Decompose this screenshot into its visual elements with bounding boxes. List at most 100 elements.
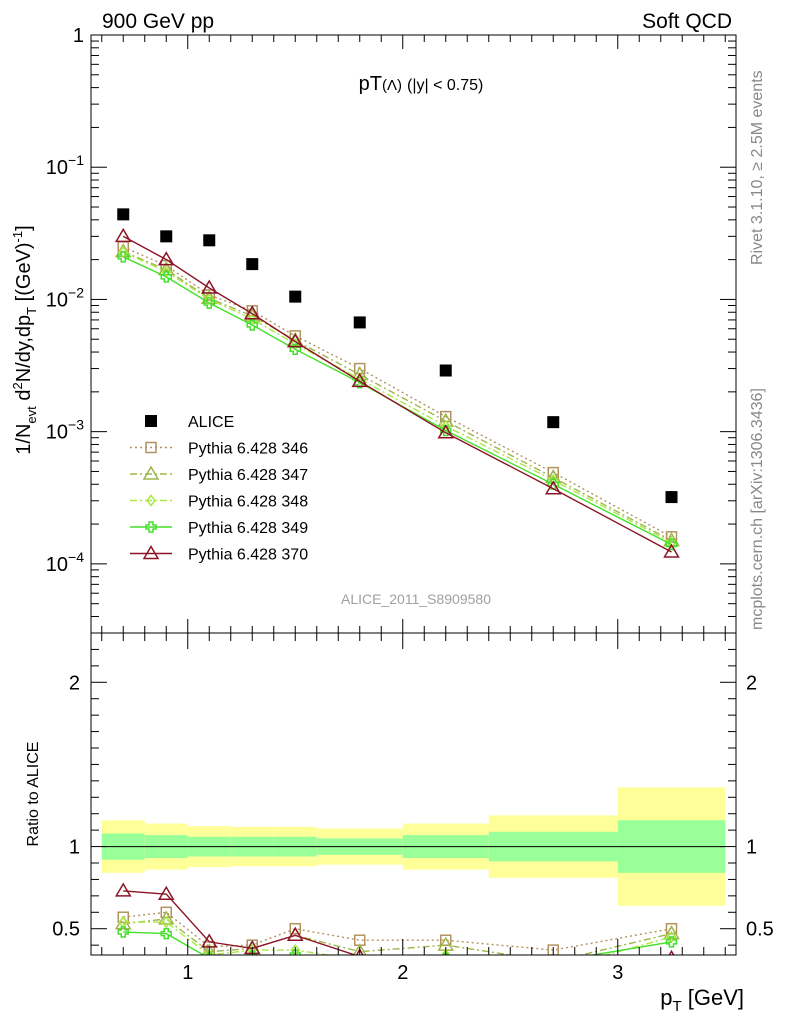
ratio-series-4-point (444, 953, 447, 955)
ratio-y-tick-label: 1 (69, 837, 80, 859)
main-series-0-point (289, 290, 302, 303)
main-series-1-point (160, 259, 172, 272)
legend-marker (145, 415, 157, 427)
ratio-y-tick-label-right: 0.5 (746, 919, 774, 941)
main-series-1-line (122, 246, 672, 538)
main-series-4-point (354, 376, 366, 389)
main-series-2-point (157, 261, 175, 276)
main-series-5-point (200, 279, 218, 294)
main-series-5-point (663, 543, 680, 558)
main-series-4-point (203, 297, 215, 309)
ratio-series-4-point (114, 882, 132, 897)
main-series-0-point (439, 364, 452, 377)
main-series-5-line (122, 235, 672, 553)
main-series-0 (117, 208, 678, 504)
x-axis-label: pT [GeV] (660, 985, 744, 1015)
main-series-5-point (243, 305, 261, 320)
legend-entry-3: Pythia 6.428 348 (130, 494, 308, 511)
ratio-series-0-point (440, 934, 452, 946)
ratio-series-0-line (123, 911, 672, 951)
ratio-series-3-point (160, 927, 172, 940)
ratio-y-tick-label: 0.5 (52, 919, 80, 941)
ratio-series-4 (114, 882, 675, 970)
ratio-series-0-point (665, 922, 678, 935)
header-right: Soft QCD (642, 10, 732, 33)
ratio-axis-ticks (91, 633, 736, 955)
legend-entry-2: Pythia 6.428 347 (130, 465, 308, 484)
main-y-tick-label: 10−3 (46, 417, 84, 444)
main-plot-frame (90, 34, 737, 634)
mcplots-label: mcplots.cern.ch [arXiv:1306.3436] (749, 388, 766, 630)
main-series-5-point (544, 480, 562, 495)
ratio-series-2-point (161, 915, 172, 929)
ratio-series-0-point (289, 922, 301, 935)
ratio-tick-labels: 0.5 0.5 1 1 2 2 1 2 3 (52, 672, 774, 984)
ratio-series-4-point (157, 885, 175, 900)
main-series-0-point (665, 491, 678, 504)
legend-marker (145, 441, 157, 454)
main-series-0-point (353, 316, 366, 329)
ratio-series-1-point (663, 925, 680, 940)
ratio-series-1-point (552, 953, 555, 955)
legend-entry-5: Pythia 6.428 370 (130, 545, 308, 564)
ratio-series-4-point (286, 926, 304, 942)
main-series-4-point (160, 271, 172, 283)
ratio-series-3-point (355, 957, 365, 967)
main-series-4-line (122, 256, 672, 546)
ratio-series-0-point (547, 944, 559, 955)
main-series-4-point (246, 319, 258, 331)
legend-label: Pythia 6.428 346 (188, 441, 308, 458)
main-series-layer (114, 208, 680, 558)
main-y-tick-label: 10−4 (46, 549, 84, 576)
x-tick-label: 1 (182, 962, 193, 984)
watermark: ALICE_2011_S8909580 (341, 591, 491, 607)
ratio-series-4-line (123, 890, 358, 955)
ratio-series-3-point (289, 949, 301, 955)
main-series-0-point (117, 208, 130, 221)
main-series-5 (114, 227, 680, 558)
plot-title: pT(Λ) (|y| < 0.75) (359, 73, 484, 95)
ratio-series-0 (117, 906, 678, 955)
ratio-series-4-point (546, 958, 560, 970)
main-y-tick-label: 10−1 (46, 152, 84, 179)
main-series-5-point (286, 333, 304, 348)
main-plot-panel: 1 10−1 10−2 10−3 10−4 pT(Λ) (|y| < 0.75) 1/Ne… (10, 25, 736, 634)
main-series-5-point (114, 227, 132, 243)
main-series-3-point (247, 312, 258, 326)
main-series-4-point (117, 251, 129, 263)
legend-entry-4: Pythia 6.428 349 (130, 520, 308, 537)
legend-marker (145, 521, 157, 533)
ratio-y-tick-label-right: 2 (746, 672, 757, 694)
ratio-series-3-point (117, 926, 129, 938)
main-series-5-point (437, 424, 455, 439)
main-axis-ticks (91, 34, 736, 634)
ratio-series-3-line (123, 931, 672, 955)
ratio-series-1-point (202, 943, 217, 955)
ratio-series-3-point (665, 936, 678, 948)
main-series-0-point (203, 234, 216, 247)
legend-label: Pythia 6.428 370 (188, 547, 308, 564)
main-series-4 (117, 251, 678, 551)
ratio-series-4-point (668, 949, 675, 955)
ratio-series-3-point (548, 957, 558, 967)
ratio-series-2-point (290, 943, 301, 955)
main-series-2-line (122, 250, 672, 542)
legend-entry-1: Pythia 6.428 346 (130, 441, 308, 458)
main-series-2-point (243, 307, 261, 322)
legend-marker (142, 545, 160, 560)
legend-label: Pythia 6.428 348 (188, 494, 308, 511)
rivet-label: Rivet 3.1.10, ≥ 2.5M events (749, 70, 766, 265)
ratio-y-axis-label: Ratio to ALICE (25, 742, 42, 847)
main-y-tick-label: 10−2 (46, 284, 84, 311)
ratio-series-1-point (157, 910, 175, 925)
ratio-y-tick-label: 2 (69, 672, 80, 694)
x-tick-label: 3 (612, 962, 623, 984)
legend-label: ALICE (188, 414, 234, 431)
main-y-tick-label: 1 (73, 25, 84, 47)
legend-marker (146, 494, 156, 507)
main-series-2-point (351, 366, 369, 381)
ratio-series-1-point (352, 943, 367, 955)
legend-label: Pythia 6.428 349 (188, 520, 308, 537)
ratio-series-2-point (549, 965, 557, 975)
main-series-0-point (547, 416, 560, 429)
